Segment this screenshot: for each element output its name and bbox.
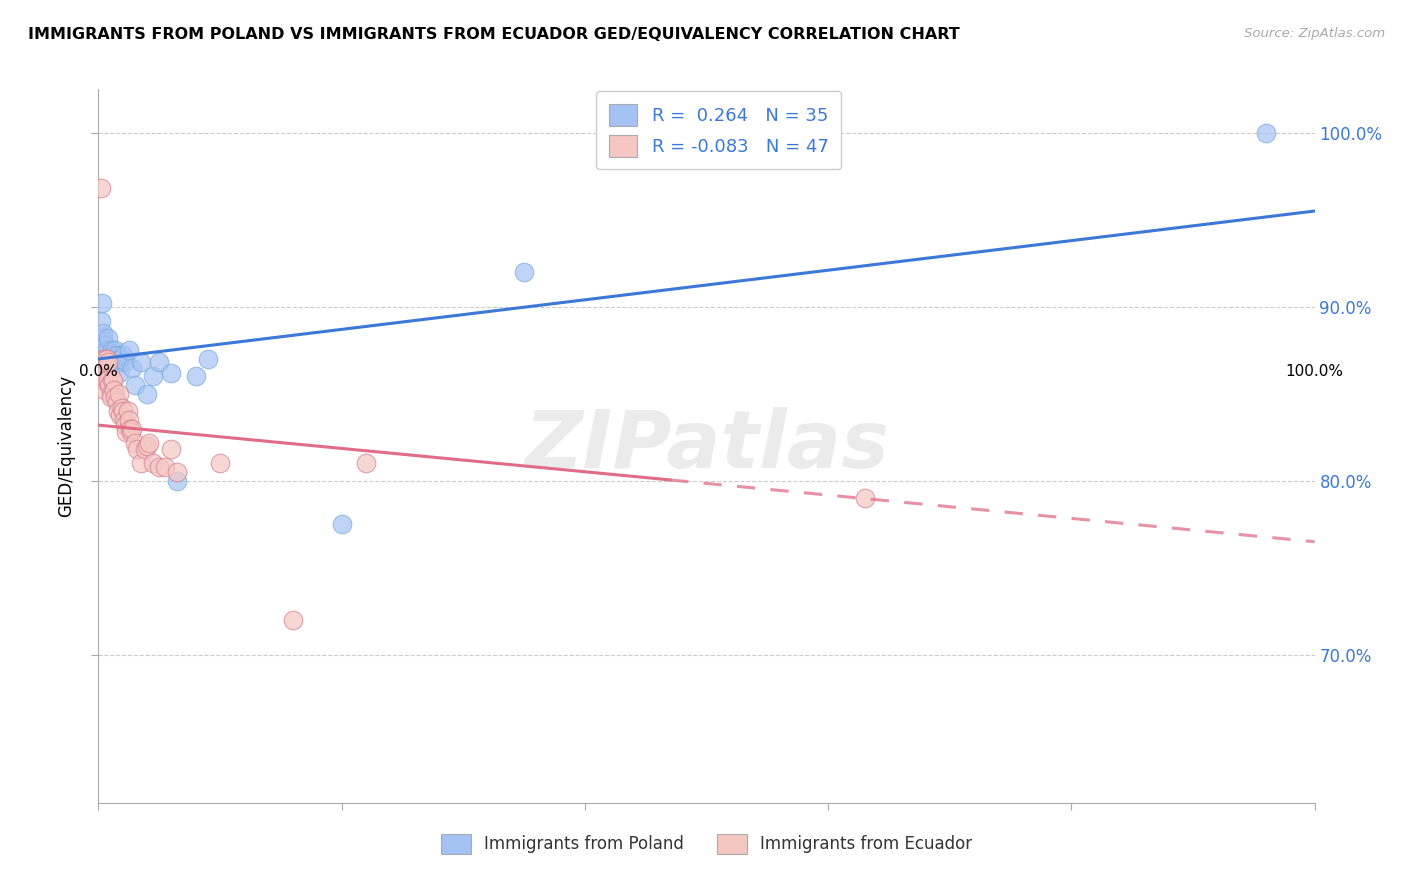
Point — [105, 395, 128, 409]
Point — [104, 390, 127, 404]
Point — [160, 366, 183, 380]
Point — [101, 373, 124, 387]
Point — [118, 421, 141, 435]
Point — [166, 474, 188, 488]
Point — [134, 442, 156, 457]
Point — [100, 355, 122, 369]
Point — [110, 351, 132, 366]
Y-axis label: GED/Equivalency: GED/Equivalency — [58, 375, 76, 517]
Point — [97, 331, 120, 345]
Point — [101, 355, 124, 369]
Point — [1254, 126, 1277, 140]
Point — [124, 378, 146, 392]
Point — [184, 369, 207, 384]
Point — [98, 351, 121, 366]
Point — [94, 373, 117, 387]
Text: 0.0%: 0.0% — [79, 364, 118, 379]
Point — [138, 435, 160, 450]
Point — [103, 349, 125, 363]
Point — [103, 384, 125, 398]
Point — [90, 314, 112, 328]
Point — [129, 457, 152, 471]
Point — [118, 413, 141, 427]
Point — [108, 366, 131, 380]
Point — [107, 404, 129, 418]
Point — [121, 360, 143, 375]
Point — [91, 373, 114, 387]
Point — [108, 386, 131, 401]
Point — [107, 355, 129, 369]
Point — [155, 459, 177, 474]
Point — [330, 517, 353, 532]
Point — [98, 378, 121, 392]
Point — [114, 355, 136, 369]
Point — [93, 384, 115, 398]
Text: Source: ZipAtlas.com: Source: ZipAtlas.com — [1244, 27, 1385, 40]
Point — [94, 355, 117, 369]
Point — [127, 442, 149, 457]
Point — [93, 351, 115, 366]
Text: ZIPatlas: ZIPatlas — [524, 407, 889, 485]
Point — [120, 425, 142, 439]
Point — [853, 491, 876, 506]
Point — [96, 351, 118, 366]
Point — [93, 338, 115, 352]
Point — [110, 401, 132, 415]
Point — [91, 373, 114, 387]
Point — [124, 435, 146, 450]
Point — [91, 326, 114, 340]
Point — [209, 457, 232, 471]
Point — [101, 343, 124, 358]
Point — [90, 181, 112, 195]
Point — [110, 408, 132, 422]
Point — [91, 351, 114, 366]
Point — [97, 355, 120, 369]
Legend: Immigrants from Poland, Immigrants from Ecuador: Immigrants from Poland, Immigrants from … — [432, 825, 981, 863]
Point — [104, 343, 127, 358]
Point — [160, 442, 183, 457]
Point — [111, 349, 134, 363]
Point — [513, 265, 536, 279]
Point — [166, 465, 188, 479]
Point — [91, 331, 114, 345]
Point — [115, 425, 138, 439]
Point — [114, 418, 136, 433]
Point — [91, 296, 114, 310]
Point — [100, 386, 122, 401]
Point — [354, 457, 377, 471]
Point — [118, 343, 141, 358]
Point — [129, 355, 152, 369]
Point — [121, 421, 143, 435]
Point — [111, 404, 134, 418]
Point — [101, 373, 124, 387]
Point — [281, 613, 304, 627]
Point — [105, 349, 128, 363]
Text: IMMIGRANTS FROM POLAND VS IMMIGRANTS FROM ECUADOR GED/EQUIVALENCY CORRELATION CH: IMMIGRANTS FROM POLAND VS IMMIGRANTS FRO… — [28, 27, 960, 42]
Point — [97, 373, 120, 387]
Point — [148, 459, 170, 474]
Point — [142, 369, 165, 384]
Text: 100.0%: 100.0% — [1285, 364, 1344, 379]
Point — [93, 351, 115, 366]
Point — [93, 366, 115, 380]
Point — [136, 439, 159, 453]
Point — [112, 413, 135, 427]
Point — [142, 457, 165, 471]
Point — [96, 343, 118, 358]
Point — [117, 404, 139, 418]
Point — [136, 386, 159, 401]
Point — [100, 390, 122, 404]
Point — [197, 351, 219, 366]
Point — [148, 355, 170, 369]
